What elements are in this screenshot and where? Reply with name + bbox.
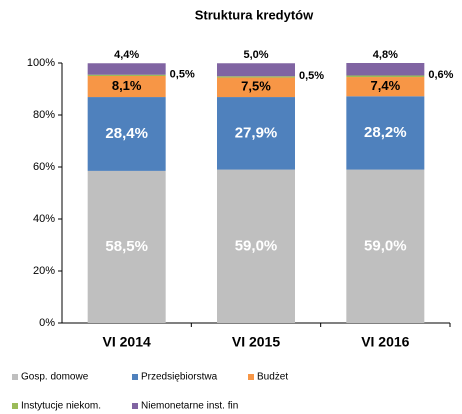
legend-label: Przedsiębiorstwa (141, 372, 218, 383)
y-tick-label: 20% (33, 265, 55, 277)
bar-segment (346, 75, 425, 78)
data-label: 28,2% (364, 124, 407, 141)
data-label: 27,9% (235, 124, 278, 141)
bar-segment (217, 169, 295, 323)
data-label: 0,5% (170, 68, 195, 80)
data-label: 5,0% (243, 49, 268, 61)
legend-label: Niemonetarne inst. fin (141, 401, 238, 412)
data-label: 0,6% (428, 69, 453, 81)
bar-segment (217, 97, 295, 170)
legend-marker (12, 374, 18, 380)
legend-marker (248, 374, 254, 380)
data-label: 0,5% (299, 70, 324, 82)
data-label: 59,0% (235, 237, 278, 254)
y-tick-label: 0% (39, 317, 55, 329)
legend-marker (132, 374, 138, 380)
y-tick-label: 80% (33, 109, 55, 121)
legend-label: Instytucje niekom. (21, 401, 101, 412)
bar-segment (217, 77, 295, 98)
legend-marker (12, 403, 18, 409)
bar-segment (87, 74, 166, 76)
chart-title: Struktura kredytów (195, 7, 314, 22)
bar-segment (87, 170, 166, 323)
y-tick-label: 40% (33, 213, 55, 225)
bar-segment (87, 97, 166, 171)
data-label: 28,4% (105, 125, 148, 142)
y-tick-label: 60% (33, 161, 55, 173)
bar-segment (87, 76, 166, 98)
data-label: 4,4% (114, 49, 139, 61)
bar-segment (217, 63, 295, 77)
x-tick-label: VI 2015 (232, 334, 280, 350)
data-label: 7,5% (241, 79, 271, 94)
data-label: 58,5% (105, 238, 148, 255)
bar-segment (346, 77, 425, 97)
x-tick-label: VI 2014 (103, 334, 151, 350)
x-tick-label: VI 2016 (361, 334, 409, 350)
bar-segment (346, 63, 425, 76)
bar-segment (346, 169, 425, 323)
data-label: 8,1% (112, 78, 142, 93)
bar-segment (217, 76, 295, 78)
data-label: 4,8% (373, 49, 398, 61)
data-label: 7,4% (371, 78, 401, 93)
bar-segment (87, 63, 166, 75)
data-label: 59,0% (364, 237, 407, 254)
bar-segment (346, 96, 425, 170)
y-tick-label: 100% (27, 57, 55, 69)
legend-label: Gosp. domowe (21, 372, 89, 383)
legend-label: Budżet (257, 372, 288, 383)
legend-marker (132, 403, 138, 409)
